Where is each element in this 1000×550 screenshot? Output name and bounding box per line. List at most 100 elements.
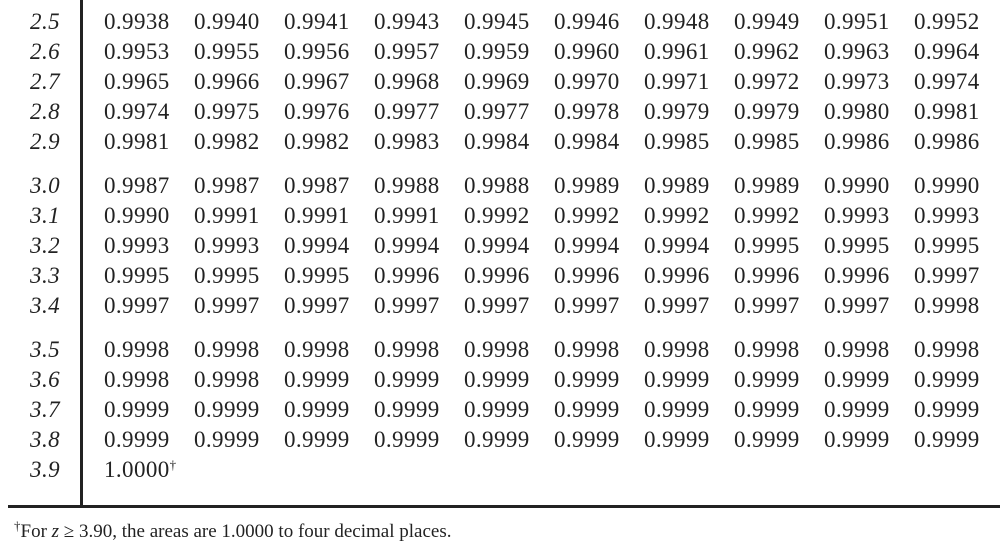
cell-value: 0.9999: [644, 367, 710, 392]
cell-value: 0.9968: [374, 69, 440, 94]
cell-value: 0.9999: [464, 397, 530, 422]
cell-value: 0.9999: [914, 427, 980, 452]
cell-value: 0.9998: [284, 337, 350, 362]
row-label: 3.3: [30, 263, 60, 288]
cell-value: 0.9974: [914, 69, 980, 94]
cell-value: 0.9999: [824, 367, 890, 392]
row-label: 3.9: [30, 457, 60, 482]
row-label: 2.6: [30, 39, 60, 64]
footnote-text: ≥ 3.90, the areas are 1.0000 to four dec…: [59, 521, 452, 542]
cell-value: 0.9995: [194, 263, 260, 288]
cell-value: 0.9956: [284, 39, 350, 64]
cell-value: 0.9943: [374, 9, 440, 34]
cell-value: 0.9999: [734, 397, 800, 422]
cell-value: 0.9977: [374, 99, 440, 124]
cell-value: 0.9999: [464, 367, 530, 392]
cell-value: 0.9991: [284, 203, 350, 228]
cell-value: 0.9997: [194, 293, 260, 318]
cell-value: 0.9999: [194, 427, 260, 452]
cell-value: 0.9996: [824, 263, 890, 288]
cell-value: 0.9989: [644, 173, 710, 198]
cell-value: 0.9998: [104, 367, 170, 392]
row-label: 3.6: [30, 367, 60, 392]
cell-value: 0.9998: [734, 337, 800, 362]
cell-value: 0.9988: [464, 173, 530, 198]
cell-value: 0.9999: [374, 427, 440, 452]
cell-value: 0.9997: [914, 263, 980, 288]
cell-value: 0.9994: [374, 233, 440, 258]
cell-value: 0.9986: [824, 129, 890, 154]
cell-value: 0.9996: [554, 263, 620, 288]
cell-value: 0.9981: [914, 99, 980, 124]
row-label: 2.5: [30, 9, 60, 34]
cell: 1.0000†: [104, 457, 177, 483]
cell-value: 0.9996: [734, 263, 800, 288]
cell-value: 0.9997: [374, 293, 440, 318]
cell-value: 0.9945: [464, 9, 530, 34]
note-marker: †: [169, 457, 177, 472]
cell-value: 0.9977: [464, 99, 530, 124]
cell-value: 0.9999: [554, 427, 620, 452]
vertical-rule: [80, 0, 83, 508]
cell-value: 0.9999: [824, 427, 890, 452]
cell-value: 0.9999: [104, 397, 170, 422]
row-label: 2.7: [30, 69, 60, 94]
cell-value: 0.9993: [104, 233, 170, 258]
cell-value: 0.9989: [734, 173, 800, 198]
cell-value: 0.9990: [104, 203, 170, 228]
row-label: 3.4: [30, 293, 60, 318]
cell-value: 0.9955: [194, 39, 260, 64]
cell-value: 0.9984: [554, 129, 620, 154]
row-label: 3.1: [30, 203, 60, 228]
cell-value: 0.9998: [824, 337, 890, 362]
cell-value: 0.9995: [284, 263, 350, 288]
cell-value: 0.9990: [824, 173, 890, 198]
cell-value: 0.9997: [464, 293, 530, 318]
cell-value: 0.9951: [824, 9, 890, 34]
cell-value: 0.9997: [284, 293, 350, 318]
cell-value: 0.9992: [644, 203, 710, 228]
cell-value: 0.9999: [374, 367, 440, 392]
cell-value: 0.9964: [914, 39, 980, 64]
cell-value: 0.9959: [464, 39, 530, 64]
cell-value: 0.9996: [644, 263, 710, 288]
footnote-variable: z: [51, 521, 60, 542]
cell-value: 0.9989: [554, 173, 620, 198]
cell-value: 0.9963: [824, 39, 890, 64]
cell-value: 0.9999: [554, 397, 620, 422]
cell-value: 0.9998: [644, 337, 710, 362]
cell-value: 0.9993: [914, 203, 980, 228]
cell-value: 0.9979: [734, 99, 800, 124]
row-label: 2.9: [30, 129, 60, 154]
horizontal-rule: [8, 505, 1000, 508]
cell-value: 0.9981: [104, 129, 170, 154]
cell-value: 0.9949: [734, 9, 800, 34]
cell-value: 0.9980: [824, 99, 890, 124]
cell-value: 0.9996: [374, 263, 440, 288]
cell-value: 0.9987: [104, 173, 170, 198]
cell-value: 0.9999: [104, 427, 170, 452]
cell-value: 0.9994: [554, 233, 620, 258]
row-label: 3.2: [30, 233, 60, 258]
cell-value: 0.9994: [284, 233, 350, 258]
cell-value: 0.9978: [554, 99, 620, 124]
cell-value: 0.9998: [554, 337, 620, 362]
cell-value: 0.9946: [554, 9, 620, 34]
cell-value: 0.9999: [194, 397, 260, 422]
footnote-marker: †: [14, 518, 21, 533]
cell-value: 0.9998: [194, 337, 260, 362]
cell-value: 0.9997: [104, 293, 170, 318]
cell-value: 0.9985: [644, 129, 710, 154]
cell-value: 0.9976: [284, 99, 350, 124]
cell-value: 0.9995: [824, 233, 890, 258]
row-label: 3.7: [30, 397, 60, 422]
cell-value: 0.9993: [824, 203, 890, 228]
cell-value: 0.9960: [554, 39, 620, 64]
cell-value: 0.9986: [914, 129, 980, 154]
cell-value: 0.9957: [374, 39, 440, 64]
cell-value: 1.0000: [104, 457, 170, 482]
cell-value: 0.9999: [464, 427, 530, 452]
cell-value: 0.9998: [374, 337, 440, 362]
cell-value: 0.9938: [104, 9, 170, 34]
